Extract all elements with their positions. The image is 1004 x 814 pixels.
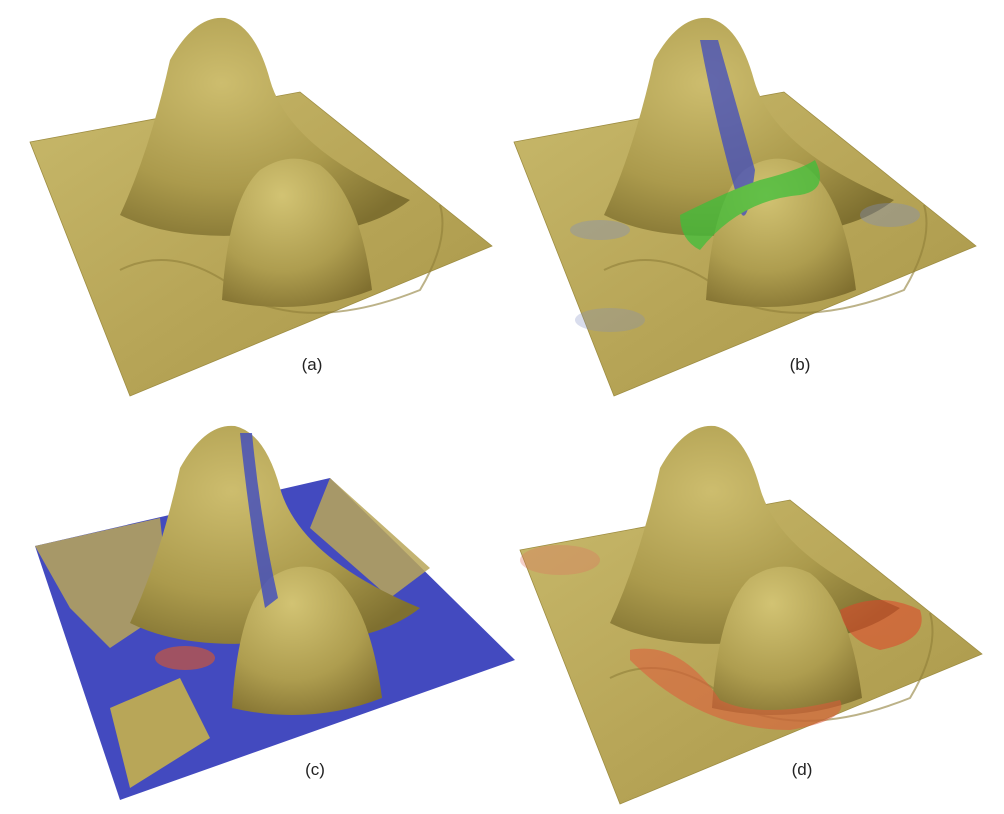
heat-patch xyxy=(155,646,215,670)
flow-channel xyxy=(240,433,278,608)
panel-label: (a) xyxy=(302,355,323,374)
panel-a: (a) xyxy=(29,16,493,397)
panel-b: (b) xyxy=(513,16,977,397)
terrain-render xyxy=(29,16,493,397)
panel-c: (c) xyxy=(35,425,515,800)
panel-label: (d) xyxy=(792,760,813,779)
panel-label: (b) xyxy=(790,355,811,374)
panel-label: (c) xyxy=(305,760,325,779)
mountain xyxy=(130,425,420,644)
heat-overlay xyxy=(520,545,922,730)
land-patch xyxy=(110,678,210,788)
flow-overlay xyxy=(570,40,920,332)
land-patch xyxy=(310,478,430,598)
panel-d: (d) xyxy=(519,424,983,805)
